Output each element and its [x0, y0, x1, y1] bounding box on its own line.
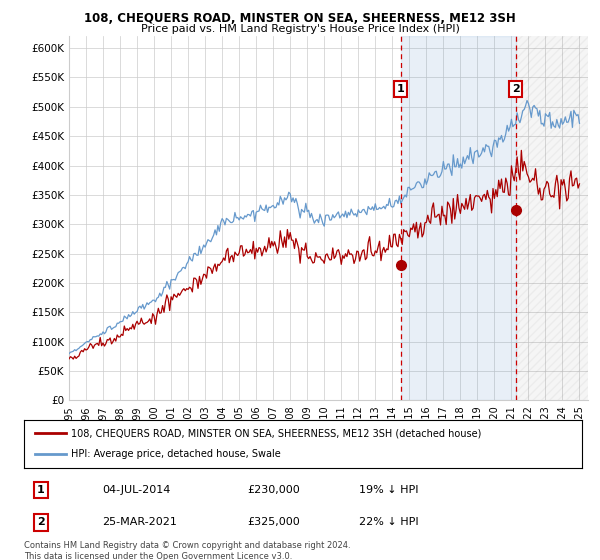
Text: 04-JUL-2014: 04-JUL-2014	[102, 485, 170, 495]
Text: 1: 1	[397, 84, 404, 94]
Text: £230,000: £230,000	[247, 485, 300, 495]
Text: 2: 2	[37, 517, 44, 528]
Text: HPI: Average price, detached house, Swale: HPI: Average price, detached house, Swal…	[71, 449, 281, 459]
Text: 2: 2	[512, 84, 520, 94]
Text: 108, CHEQUERS ROAD, MINSTER ON SEA, SHEERNESS, ME12 3SH (detached house): 108, CHEQUERS ROAD, MINSTER ON SEA, SHEE…	[71, 428, 482, 438]
Text: 22% ↓ HPI: 22% ↓ HPI	[359, 517, 418, 528]
Text: 25-MAR-2021: 25-MAR-2021	[102, 517, 177, 528]
Text: Price paid vs. HM Land Registry's House Price Index (HPI): Price paid vs. HM Land Registry's House …	[140, 24, 460, 34]
Text: 108, CHEQUERS ROAD, MINSTER ON SEA, SHEERNESS, ME12 3SH: 108, CHEQUERS ROAD, MINSTER ON SEA, SHEE…	[84, 12, 516, 25]
Text: Contains HM Land Registry data © Crown copyright and database right 2024.
This d: Contains HM Land Registry data © Crown c…	[24, 540, 350, 560]
Bar	[401, 36, 515, 400]
Bar	[515, 36, 588, 400]
Text: 1: 1	[37, 485, 44, 495]
Text: £325,000: £325,000	[247, 517, 300, 528]
Text: 19% ↓ HPI: 19% ↓ HPI	[359, 485, 418, 495]
